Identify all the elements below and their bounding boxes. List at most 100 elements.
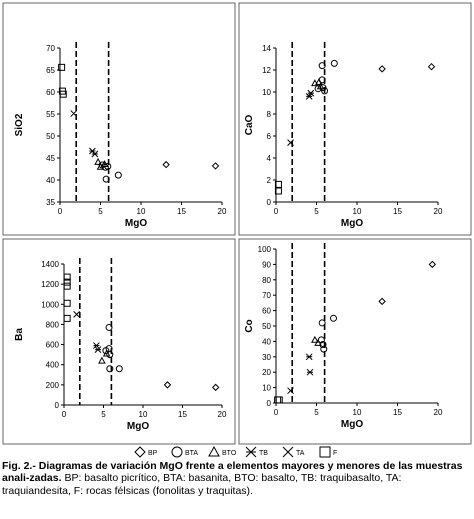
point-bta	[318, 319, 326, 327]
point-bta	[106, 351, 114, 359]
point-bp	[428, 260, 437, 269]
point-bta	[330, 314, 338, 322]
y-tick-label: 600	[46, 341, 60, 350]
point-tb	[306, 368, 314, 376]
point-f	[63, 278, 71, 286]
point-f	[59, 90, 67, 98]
y-tick-label: 35	[46, 198, 55, 207]
x-tick-label: 10	[353, 207, 362, 216]
y-tick-label: 50	[262, 322, 271, 331]
point-tb	[305, 93, 313, 100]
point-f	[275, 396, 283, 404]
point-bta	[320, 345, 328, 353]
point-f	[63, 299, 71, 307]
x-axis-label: MgO	[125, 218, 147, 229]
point-bta	[319, 84, 327, 92]
point-bp	[211, 162, 220, 170]
legend: BP BTA BTO TB TA F	[134, 445, 337, 458]
point-f	[58, 63, 66, 71]
caption-label: Fig. 2.- Diagramas de variación MgO fren…	[2, 460, 463, 485]
x-tick-label: 20	[434, 408, 443, 417]
y-tick-label: 4	[267, 154, 272, 163]
point-f	[63, 282, 71, 290]
legend-marker-ta	[282, 446, 294, 458]
point-bto	[94, 157, 102, 165]
y-tick-label: 60	[46, 88, 55, 97]
chart-ba-vs-mgo: 0 200 400 600 800 1000 1200 1400 0 5 10 15 20 MgO Ba	[14, 258, 227, 432]
x-tick-label: 10	[139, 410, 148, 419]
legend-label-bta: BTA	[185, 450, 198, 457]
x-tick-label: 5	[314, 207, 319, 216]
y-tick-label: 2	[267, 176, 272, 185]
y-tick-label: 65	[46, 66, 55, 75]
point-bto	[315, 78, 323, 85]
y-tick-label: 400	[46, 361, 60, 370]
point-bta	[115, 365, 123, 373]
y-axis-label: Ba	[14, 328, 25, 341]
panel-frame-ba	[2, 238, 236, 445]
x-tick-label: 0	[58, 207, 63, 216]
legend-label-bp: BP	[148, 450, 158, 457]
y-tick-label: 60	[262, 307, 271, 316]
point-tb	[91, 150, 99, 158]
panel-frame-sio2	[2, 2, 236, 236]
y-tick-label: 40	[46, 176, 55, 185]
point-bto	[314, 338, 322, 346]
y-tick-label: 20	[262, 368, 271, 377]
point-bto	[98, 356, 106, 364]
y-tick-label: 90	[262, 260, 271, 269]
y-tick-label: 70	[46, 44, 55, 53]
x-tick-label: 0	[274, 207, 279, 216]
figure-caption: Fig. 2.- Diagramas de variación MgO fren…	[2, 460, 472, 497]
legend-marker-f	[319, 446, 331, 458]
point-bto	[311, 335, 319, 343]
y-tick-label: 8	[267, 110, 272, 119]
panel-frame-cao	[238, 2, 472, 236]
y-tick-label: 55	[46, 110, 55, 119]
point-bta	[321, 87, 329, 95]
point-f	[274, 187, 282, 195]
legend-marker-bta	[171, 446, 183, 458]
chart-cao-vs-mgo: 0 2 4 6 8 10 12 14 0 5 10 15 20 MgO CaO	[244, 42, 443, 229]
point-ta	[70, 110, 78, 117]
point-bta	[319, 340, 327, 348]
point-ta	[287, 387, 294, 395]
point-bp	[211, 383, 220, 392]
point-bta	[318, 62, 326, 70]
point-bp	[378, 297, 386, 306]
y-tick-label: 800	[46, 320, 60, 329]
x-tick-label: 15	[178, 410, 187, 419]
legend-marker-bp	[134, 446, 146, 458]
point-tb	[307, 89, 315, 97]
x-tick-label: 20	[434, 207, 443, 216]
point-tb	[94, 346, 102, 353]
legend-marker-tb	[245, 446, 257, 458]
y-tick-label: 40	[262, 337, 271, 346]
point-bta	[102, 175, 110, 183]
y-tick-label: 14	[262, 44, 271, 53]
point-bp	[427, 62, 436, 71]
caption-text: BP: basalto picrítico, BTA: basanita, BT…	[2, 472, 402, 497]
point-f	[63, 273, 71, 281]
x-tick-label: 15	[393, 207, 402, 216]
y-tick-label: 1400	[41, 260, 59, 269]
y-tick-label: 0	[55, 401, 60, 410]
legend-label-ta: TA	[296, 450, 305, 457]
x-tick-label: 15	[393, 408, 402, 417]
x-tick-label: 5	[101, 410, 106, 419]
x-tick-label: 15	[177, 207, 186, 216]
point-bto	[100, 160, 109, 168]
point-bp	[163, 381, 172, 389]
x-axis-label: MgO	[341, 419, 363, 430]
point-bta	[105, 323, 113, 331]
y-tick-label: 30	[262, 353, 271, 362]
legend-label-tb: TB	[259, 450, 268, 457]
y-tick-label: 200	[46, 381, 60, 390]
point-bta	[114, 171, 122, 179]
x-tick-label: 20	[218, 207, 227, 216]
x-axis-label: MgO	[341, 218, 363, 229]
y-axis-label: Co	[244, 319, 255, 332]
y-tick-label: 80	[262, 276, 271, 285]
point-bto	[316, 82, 325, 90]
